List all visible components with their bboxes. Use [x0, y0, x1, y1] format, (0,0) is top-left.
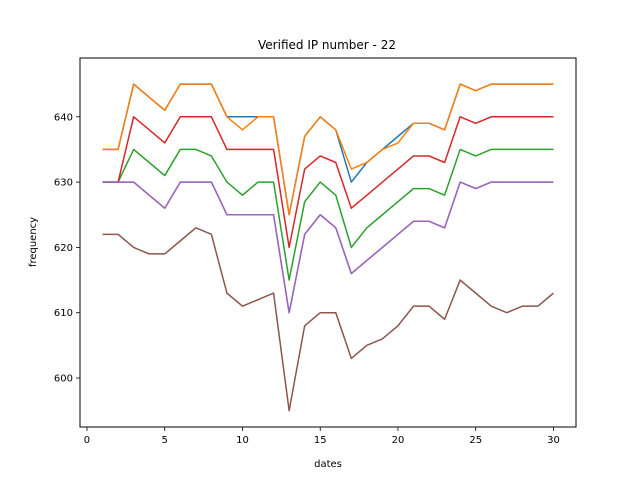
y-axis-label: frequency: [28, 217, 39, 267]
y-axis-ticks: 600 610 620 630 640: [54, 112, 80, 385]
series-line-3: [102, 181, 554, 314]
y-tick-label: 640: [54, 112, 73, 123]
x-tick-label: 0: [84, 435, 90, 446]
y-tick-label: 600: [54, 374, 73, 385]
x-tick-label: 20: [392, 435, 405, 446]
x-axis-ticks: 0 5 10 15 20 25 30: [84, 427, 560, 446]
series-line-4: [102, 148, 554, 281]
y-tick-label: 630: [54, 178, 73, 189]
x-tick-label: 5: [162, 435, 168, 446]
series-line-2: [102, 83, 554, 216]
series-line-1: [102, 83, 554, 216]
series-layer: [102, 83, 554, 412]
series-line-7: [102, 227, 554, 412]
series-line-6: [102, 181, 554, 314]
chart-title: Verified IP number - 22: [258, 38, 396, 52]
y-tick-label: 610: [54, 308, 73, 319]
plot-frame: [79, 57, 577, 428]
x-tick-label: 15: [314, 435, 327, 446]
x-tick-label: 25: [469, 435, 482, 446]
x-tick-label: 30: [547, 435, 560, 446]
y-tick-label: 620: [54, 243, 73, 254]
series-line-5: [102, 116, 554, 249]
x-tick-label: 10: [236, 435, 249, 446]
x-axis-label: dates: [314, 459, 342, 470]
